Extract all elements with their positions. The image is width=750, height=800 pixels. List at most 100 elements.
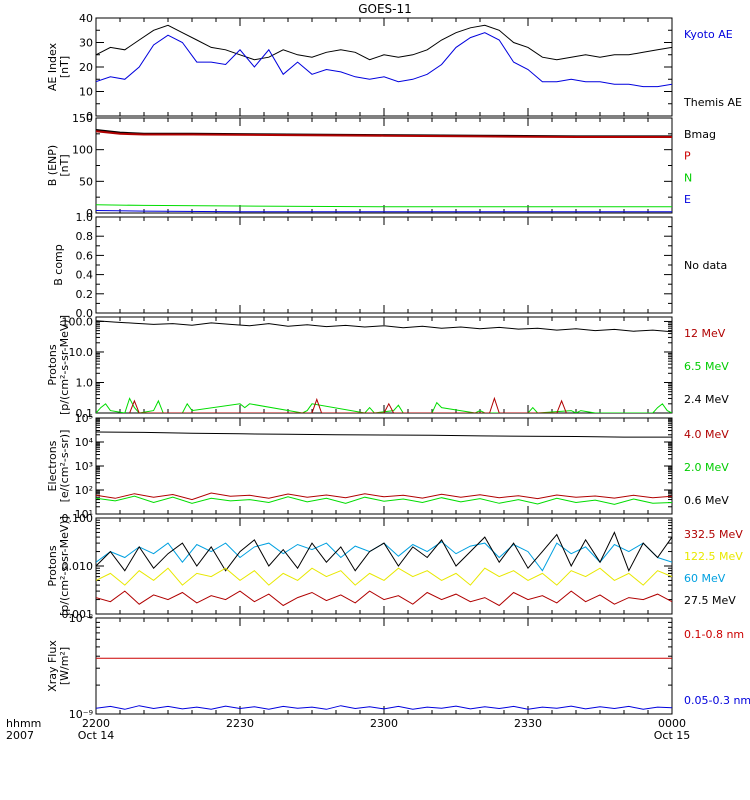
series-line-6-5-mev <box>96 397 672 413</box>
y-axis-label: AE Index <box>46 42 59 91</box>
panel-frame <box>95 617 673 715</box>
y-axis-label: B (ENP) <box>46 145 59 186</box>
y-tick-label: 0.001 <box>62 608 94 621</box>
y-tick-label: 100.0 <box>62 315 94 328</box>
panel-frame <box>95 216 673 314</box>
y-tick-label: 0.6 <box>76 249 94 262</box>
legend-entry: E <box>684 193 691 206</box>
y-tick-label: 0.010 <box>62 560 94 573</box>
panel-5: 10¹ 10² 10³ 10⁴ 10⁵ Electrons [e/(cm²-s-sr)] 4.… <box>46 412 729 521</box>
x-tick-label: 2200 <box>82 717 110 730</box>
legend-entry: 332.5 MeV <box>684 528 743 541</box>
series-line-60-mev <box>96 541 672 572</box>
series-line-2-4-mev <box>96 320 672 333</box>
y-tick-label: 10⁻⁸ <box>69 612 94 625</box>
panel-3: 0.0 0.2 0.4 0.6 0.8 1.0 B comp No data <box>52 211 727 320</box>
y-axis-label: [p/(cm²-s-sr-MeV)] <box>58 516 71 616</box>
y-axis-label: [e/(cm²-s-sr)] <box>58 430 71 503</box>
panel-7: 10⁻⁹ 10⁻⁸ Xray Flux [W/m²] 0.1-0.8 nm 0.05-0.… <box>46 612 750 721</box>
legend-entry: 6.5 MeV <box>684 360 729 373</box>
series-line-12-mev <box>129 396 567 413</box>
x-tick-label: 2230 <box>226 717 254 730</box>
legend-entry: Bmag <box>684 128 716 141</box>
time-unit-label: hhmm <box>6 717 41 730</box>
panel-1: 0 10 20 30 40 AE Index [nT] Kyoto AE Themis AE <box>46 12 742 123</box>
legend-entry: 2.0 MeV <box>684 461 729 474</box>
y-tick-label: 1.0 <box>76 211 94 224</box>
legend-entry: Themis AE <box>683 96 742 109</box>
y-axis-label: Xray Flux <box>46 640 59 692</box>
y-tick-label: 40 <box>79 12 93 25</box>
y-tick-label: 10⁴ <box>75 436 94 449</box>
legend-entry: 2.4 MeV <box>684 393 729 406</box>
panel-2: 0 50 100 150 B (ENP) [nT] Bmag PNE <box>46 112 716 220</box>
y-tick-label: 0.100 <box>62 512 94 525</box>
series-line-2-0-mev <box>96 495 672 505</box>
series-line-e <box>96 210 672 213</box>
y-tick-label: 0 <box>86 110 93 123</box>
legend-entry: 0.6 MeV <box>684 494 729 507</box>
y-tick-label: 50 <box>79 175 93 188</box>
y-axis-label: [W/m²] <box>58 647 71 685</box>
x-tick-label: 2330 <box>514 717 542 730</box>
series-line-332-5-mev <box>96 590 672 607</box>
y-tick-label: 0.0 <box>76 307 94 320</box>
y-tick-label: 0.2 <box>76 288 94 301</box>
series-line-kyoto-ae <box>96 32 672 88</box>
y-axis-label: [nT] <box>58 56 71 78</box>
legend-entry: 27.5 MeV <box>684 594 736 607</box>
legend-entry: No data <box>684 259 727 272</box>
x-tick-label: 0000 <box>658 717 686 730</box>
series-line-themis-ae <box>96 24 672 61</box>
legend-entry: 122.5 MeV <box>684 550 743 563</box>
y-axis-label: Protons <box>46 344 59 385</box>
panel-6: 0.001 0.010 0.100 Protons [p/(cm²-s-sr-MeV)]… <box>46 512 743 621</box>
series-line-n <box>96 204 672 208</box>
y-tick-label: 0.1 <box>76 407 94 420</box>
x-tick-sublabel: Oct 15 <box>654 729 691 742</box>
series-line-4-0-mev <box>96 492 672 501</box>
legend-entry: 4.0 MeV <box>684 428 729 441</box>
series-line-27-5-mev <box>96 531 672 572</box>
legend-entry: Kyoto AE <box>684 28 733 41</box>
y-tick-label: 10⁵ <box>75 412 93 425</box>
y-tick-label: 10 <box>79 86 93 99</box>
y-tick-label: 0.4 <box>76 269 94 282</box>
y-tick-label: 0 <box>86 207 93 220</box>
legend-entry: 0.05-0.3 nm <box>684 694 750 707</box>
series-line-p <box>96 130 672 138</box>
legend-entry: 12 MeV <box>684 327 726 340</box>
series-line-0-05-0-3-nm <box>96 705 672 710</box>
panel-frame <box>95 417 673 515</box>
chart-title: GOES-11 <box>358 2 412 16</box>
series-line-0-6-mev <box>96 431 672 438</box>
y-tick-label: 10⁻⁹ <box>69 708 93 721</box>
y-axis-label: [p/(cm²-s-sr-MeV)] <box>58 315 71 415</box>
y-tick-label: 30 <box>79 37 93 50</box>
y-axis-label: Protons <box>46 545 59 586</box>
panel-4: 0.1 1.0 10.0 100.0 Protons [p/(cm²-s-sr-MeV)]… <box>46 315 729 420</box>
panel-frame <box>95 117 673 214</box>
y-axis-label: B comp <box>52 244 65 286</box>
x-tick-sublabel: Oct 14 <box>78 729 115 742</box>
legend-entry: P <box>684 150 691 163</box>
y-tick-label: 10.0 <box>69 346 94 359</box>
legend-entry: 60 MeV <box>684 572 726 585</box>
y-tick-label: 1.0 <box>76 376 94 389</box>
y-axis-label: [nT] <box>58 154 71 176</box>
y-tick-label: 10³ <box>75 460 93 473</box>
x-tick-label: 2300 <box>370 717 398 730</box>
panel-frame <box>95 316 673 414</box>
y-tick-label: 10¹ <box>75 508 93 521</box>
legend-entry: N <box>684 171 692 184</box>
y-tick-label: 150 <box>72 112 93 125</box>
y-axis-label: Electrons <box>46 440 59 491</box>
year-label: 2007 <box>6 729 34 742</box>
y-tick-label: 0.8 <box>76 230 94 243</box>
series-line-122-5-mev <box>96 567 672 586</box>
y-tick-label: 20 <box>79 61 93 74</box>
y-tick-label: 10² <box>75 484 93 497</box>
